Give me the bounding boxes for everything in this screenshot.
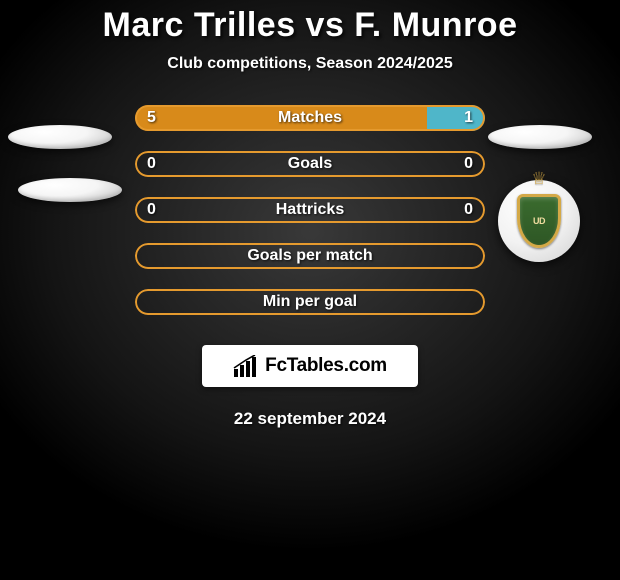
player-left-logo (8, 125, 112, 149)
subtitle: Club competitions, Season 2024/2025 (167, 55, 452, 73)
player-left-logo (18, 178, 122, 202)
crown-icon: ♕ (531, 169, 546, 189)
stat-row: 5 1 Matches (135, 105, 485, 131)
stat-label: Hattricks (276, 201, 344, 219)
stat-fill-right (427, 105, 485, 131)
stat-row: 0 0 Goals (135, 151, 485, 177)
stat-label: Goals (288, 155, 332, 173)
club-badge: ♕UD (498, 180, 580, 262)
stat-row: Goals per match (135, 243, 485, 269)
stat-row: Min per goal (135, 289, 485, 315)
stat-value-right: 1 (464, 109, 473, 127)
shield-icon: UD (517, 194, 561, 248)
stat-label: Goals per match (247, 247, 372, 265)
stat-value-right: 0 (464, 155, 473, 173)
player-right-logo (488, 125, 592, 149)
date-label: 22 september 2024 (234, 409, 386, 429)
brand-box: FcTables.com (202, 345, 418, 387)
stat-value-left: 0 (147, 201, 156, 219)
stat-row: 0 0 Hattricks (135, 197, 485, 223)
brand-bars-icon (233, 355, 259, 377)
stat-value-left: 0 (147, 155, 156, 173)
stat-value-right: 0 (464, 201, 473, 219)
brand-text: FcTables.com (265, 355, 387, 377)
stat-label: Matches (278, 109, 342, 127)
stat-value-left: 5 (147, 109, 156, 127)
stat-label: Min per goal (263, 293, 357, 311)
page-title: Marc Trilles vs F. Munroe (103, 6, 518, 45)
